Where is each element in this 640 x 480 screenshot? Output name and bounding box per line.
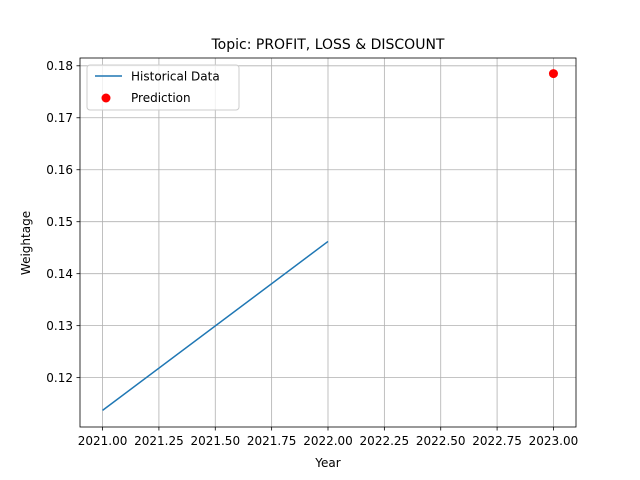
y-tick-label: 0.16 [46, 163, 73, 177]
x-tick-label: 2022.50 [416, 434, 466, 448]
legend: Historical Data Prediction [86, 64, 240, 111]
x-tick-label: 2022.00 [303, 434, 353, 448]
y-axis-ticks: 0.12 0.13 0.14 0.15 0.16 0.17 0.18 [46, 59, 80, 385]
y-tick-label: 0.14 [46, 267, 73, 281]
y-axis-label: Weightage [19, 211, 33, 275]
x-tick-label: 2021.25 [134, 434, 184, 448]
grid [80, 58, 576, 427]
y-tick-label: 0.15 [46, 215, 73, 229]
y-tick-label: 0.17 [46, 111, 73, 125]
series-line-historical-data [102, 240, 329, 411]
x-tick-label: 2022.25 [360, 434, 410, 448]
x-axis-label: Year [314, 456, 340, 470]
y-tick-label: 0.13 [46, 319, 73, 333]
legend-box [86, 64, 240, 111]
x-tick-label: 2021.75 [247, 434, 297, 448]
prediction-point [548, 69, 558, 79]
x-tick-label: 2021.50 [190, 434, 240, 448]
legend-label-historical: Historical Data [131, 70, 220, 84]
x-tick-label: 2022.75 [472, 434, 522, 448]
legend-label-prediction: Prediction [131, 91, 191, 105]
chart-title: Topic: PROFIT, LOSS & DISCOUNT [211, 37, 445, 53]
y-tick-label: 0.12 [46, 371, 73, 385]
x-tick-label: 2023.00 [529, 434, 579, 448]
y-tick-label: 0.18 [46, 59, 73, 73]
x-axis-ticks: 2021.00 2021.25 2021.50 2021.75 2022.00 2022.… [78, 427, 579, 448]
legend-marker-swatch [101, 93, 111, 103]
x-tick-label: 2021.00 [78, 434, 128, 448]
series-layer [102, 69, 558, 411]
